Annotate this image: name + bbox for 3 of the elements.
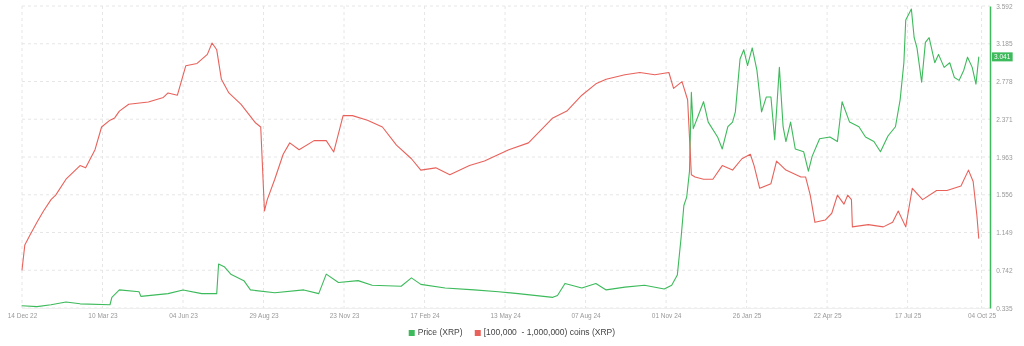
- line-series: [21, 8, 980, 308]
- legend-label: Price (XRP): [417, 327, 463, 337]
- legend-label: [100,000 - 1,000,000) coins (XRP): [483, 327, 616, 337]
